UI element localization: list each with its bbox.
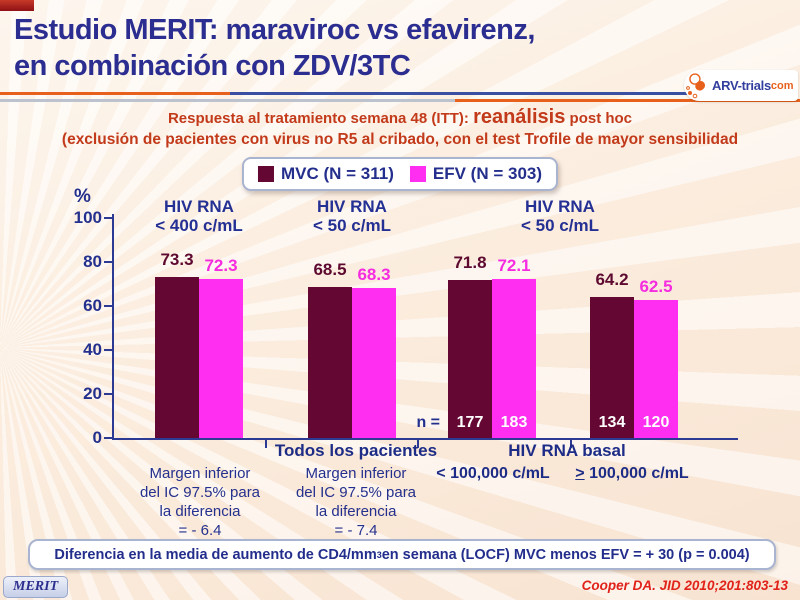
y-axis-line	[112, 214, 114, 440]
n-value-mvc: 134	[598, 414, 626, 431]
ci-footnote-2-line1: Margen inferior	[305, 465, 407, 482]
bar-value-label-mvc: 71.8	[453, 253, 487, 272]
chart-legend: MVC (N = 311) EFV (N = 303)	[241, 157, 559, 191]
group-header-1: HIV RNA < 400 c/mL	[114, 197, 284, 235]
ci-footnote-1-line4: = - 6.4	[178, 522, 222, 539]
bar-efv-group1	[199, 279, 243, 438]
group-header-1-line1: HIV RNA	[164, 197, 234, 216]
ci-footnote-2-line3: la diferencia	[315, 503, 397, 520]
x-axis-tick	[417, 440, 419, 448]
merit-study-badge: MERIT	[3, 576, 69, 598]
title-line-2: en combinación con ZDV/3TC	[14, 50, 411, 82]
bar-value-label-mvc: 73.3	[160, 250, 194, 269]
divider-line	[455, 99, 800, 102]
group-header-1-line2: < 400 c/mL	[155, 216, 243, 235]
x-sub-label-lt-text: 100,000 c/mL	[445, 465, 550, 482]
ci-footnote-2-line4: = - 7.4	[334, 522, 378, 539]
title-line-1: Estudio MERIT: maraviroc vs efavirenz,	[14, 14, 535, 46]
subtitle-banner: Respuesta al tratamiento semana 48 (ITT)…	[0, 106, 800, 149]
group-header-3: HIV RNA < 50 c/mL	[475, 197, 645, 235]
banner-line-1-post: post hoc	[565, 110, 633, 127]
y-axis-tick-label: 60	[83, 296, 102, 315]
bar-mvc-group3	[448, 280, 492, 438]
x-sub-label-lt-100000: < 100,000 c/mL	[393, 465, 593, 483]
ci-footnote-2-line2: del IC 97.5% para	[295, 484, 417, 501]
bar-value-label-efv: 68.3	[357, 265, 391, 284]
corner-accent	[0, 0, 34, 11]
ci-footnote-1-line3: la diferencia	[159, 503, 241, 520]
x-label-hiv-rna-basal: HIV RNA basal	[508, 441, 626, 460]
x-label-todos-los-pacientes: Todos los pacientes	[274, 441, 438, 460]
group-header-2-line2: < 50 c/mL	[313, 216, 391, 235]
bar-efv-group3	[492, 279, 536, 438]
bar-value-label-efv: 72.1	[497, 256, 531, 275]
bar-efv-group4	[634, 300, 678, 438]
y-axis-tick	[104, 217, 112, 219]
banner-line-1-pre: Respuesta al tratamiento semana 48 (ITT)…	[167, 110, 474, 127]
cd4-note-post: en semana (LOCF) MVC menos EFV = + 30 (p…	[381, 546, 750, 563]
bar-value-label-mvc: 68.5	[313, 260, 347, 279]
y-axis-tick	[104, 349, 112, 351]
cd4-note-superscript: 3	[376, 549, 382, 560]
legend-item-mvc: MVC (N = 311)	[257, 164, 394, 184]
y-axis-tick-label: 40	[83, 340, 102, 359]
arv-trials-logo[interactable]: ARV-trials com	[684, 70, 798, 101]
bar-mvc-group2	[308, 287, 352, 438]
divider-line	[0, 99, 455, 102]
less-than-symbol: <	[436, 465, 446, 482]
y-axis-unit-label: %	[74, 186, 91, 207]
banner-line-1-emphasis: reanálisis	[473, 106, 566, 128]
group-header-3-line2: < 50 c/mL	[521, 216, 599, 235]
divider-line	[230, 92, 695, 95]
logo-brand-text: ARV-trials	[712, 78, 771, 93]
ci-footnote-1: Margen inferior del IC 97.5% para la dif…	[105, 464, 295, 540]
legend-label-mvc: MVC (N = 311)	[280, 164, 394, 183]
bar-mvc-group1	[155, 277, 199, 438]
ci-footnote-1-line1: Margen inferior	[149, 465, 251, 482]
efv-color-swatch	[409, 166, 426, 182]
pill-capsule-icon	[684, 72, 712, 100]
banner-line-1: Respuesta al tratamiento semana 48 (ITT)…	[0, 106, 800, 130]
y-axis-tick-label: 100	[73, 208, 102, 227]
bar-value-label-efv: 62.5	[639, 277, 673, 296]
legend-item-efv: EFV (N = 303)	[409, 164, 543, 184]
ci-footnote-2: Margen inferior del IC 97.5% para la dif…	[261, 464, 451, 540]
x-sub-label-ge-100000: > 100,000 c/mL	[532, 465, 732, 483]
divider-line	[0, 92, 230, 95]
reference-citation: Cooper DA. JID 2010;201:803-13	[581, 578, 788, 593]
x-sub-label-ge-text: 100,000 c/mL	[584, 465, 689, 482]
y-axis-tick	[104, 305, 112, 307]
banner-line-2: (exclusión de pacientes con virus no R5 …	[61, 131, 739, 148]
y-axis-tick	[104, 393, 112, 395]
ci-footnote-1-line2: del IC 97.5% para	[139, 484, 261, 501]
bar-value-label-efv: 72.3	[204, 256, 238, 275]
y-axis-tick	[104, 437, 112, 439]
y-axis-tick	[104, 261, 112, 263]
x-axis-tick	[570, 440, 572, 448]
bar-value-label-mvc: 64.2	[595, 270, 629, 289]
mvc-color-swatch	[257, 166, 274, 182]
bar-mvc-group4	[590, 297, 634, 438]
cd4-difference-note: Diferencia en la media de aumento de CD4…	[28, 539, 776, 570]
greater-equal-symbol: >	[575, 465, 585, 482]
bar-efv-group2	[352, 288, 396, 438]
group-header-3-line1: HIV RNA	[525, 197, 595, 216]
group-header-2-line1: HIV RNA	[317, 197, 387, 216]
n-equals-label: n =	[416, 414, 440, 431]
cd4-note-pre: Diferencia en la media de aumento de CD4…	[54, 546, 377, 563]
y-axis-tick-label: 20	[83, 384, 102, 403]
n-value-efv: 120	[642, 414, 670, 431]
group-header-2: HIV RNA < 50 c/mL	[267, 197, 437, 235]
x-axis-line	[112, 438, 738, 440]
n-value-mvc: 177	[456, 414, 484, 431]
x-axis-tick	[265, 440, 267, 448]
y-axis-tick-label: 0	[92, 428, 102, 447]
logo-tld-text: com	[770, 79, 794, 92]
y-axis-tick-label: 80	[83, 252, 102, 271]
legend-label-efv: EFV (N = 303)	[432, 164, 543, 183]
page-title: Estudio MERIT: maraviroc vs efavirenz, e…	[14, 12, 535, 84]
n-value-efv: 183	[500, 414, 528, 431]
